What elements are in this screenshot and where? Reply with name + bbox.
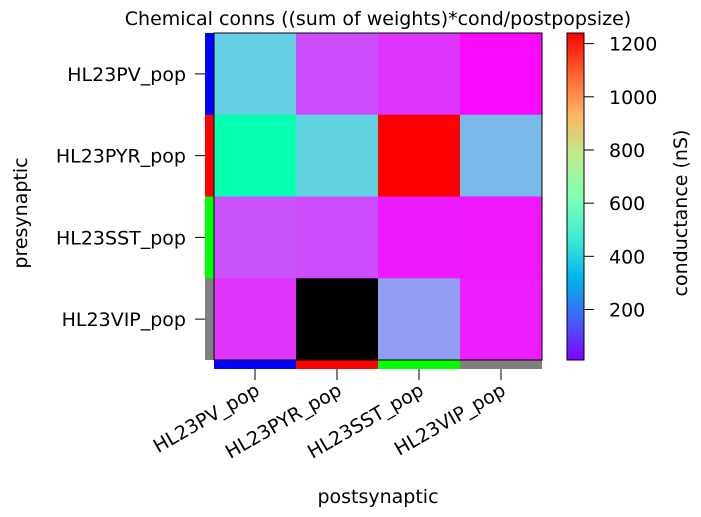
x-tick-labels: HL23PV_popHL23PYR_popHL23SST_popHL23VIP_… [150, 369, 510, 463]
heatmap-cell [378, 33, 461, 116]
heatmap-cell [378, 114, 461, 197]
heatmap-cell [296, 196, 379, 279]
heatmap-cell [460, 278, 543, 361]
y-tick-labels: HL23PV_pop HL23PYR_pop HL23SST_pop HL23VIP_… [56, 64, 205, 331]
postsynaptic-color-bar [296, 360, 379, 369]
y-tick-label: HL23SST_pop [56, 227, 186, 249]
y-tick-label: HL23PYR_pop [56, 146, 186, 168]
presynaptic-color-bar [205, 114, 214, 197]
heatmap-cell [214, 278, 297, 361]
heatmap-cell [214, 114, 297, 197]
heatmap-cell [460, 33, 543, 116]
colorbar-tick-label: 1200 [609, 34, 657, 56]
heatmap-cell [214, 33, 297, 116]
heatmap-cell [378, 196, 461, 279]
colorbar-tick-label: 200 [609, 299, 645, 321]
x-axis-label: postsynaptic [317, 486, 438, 508]
plot-frame [213, 32, 543, 361]
heatmap-cell [460, 114, 543, 197]
colorbar-tick-label: 400 [609, 246, 645, 268]
heatmap-cell [378, 278, 461, 361]
presynaptic-color-bar [205, 278, 214, 360]
postsynaptic-color-bar [214, 360, 297, 369]
heatmap-cell [214, 196, 297, 279]
heatmap-cell [460, 196, 543, 279]
colorbar-tick-label: 800 [609, 140, 645, 162]
heatmap-cells [214, 33, 543, 361]
colorbar-tick-label: 600 [609, 193, 645, 215]
postsynaptic-color-bar [460, 360, 542, 369]
population-color-bars [205, 33, 542, 369]
y-axis-label: presynaptic [10, 157, 32, 268]
postsynaptic-color-bar [378, 360, 461, 369]
heatmap-cell [296, 33, 379, 116]
chart-title: Chemical conns ((sum of weights)*cond/po… [125, 8, 631, 30]
y-tick-label: HL23PV_pop [67, 64, 186, 86]
y-tick-label: HL23VIP_pop [62, 309, 186, 331]
heatmap-cell [296, 114, 379, 197]
presynaptic-color-bar [205, 33, 214, 116]
colorbar-tick-label: 1000 [609, 87, 657, 109]
colorbar-ticks: 200 400 600 800 1000 1200 [584, 34, 657, 321]
heatmap-cell [296, 278, 379, 361]
colorbar-gradient [566, 32, 585, 361]
colorbar-label: conductance (nS) [670, 130, 692, 297]
presynaptic-color-bar [205, 196, 214, 279]
